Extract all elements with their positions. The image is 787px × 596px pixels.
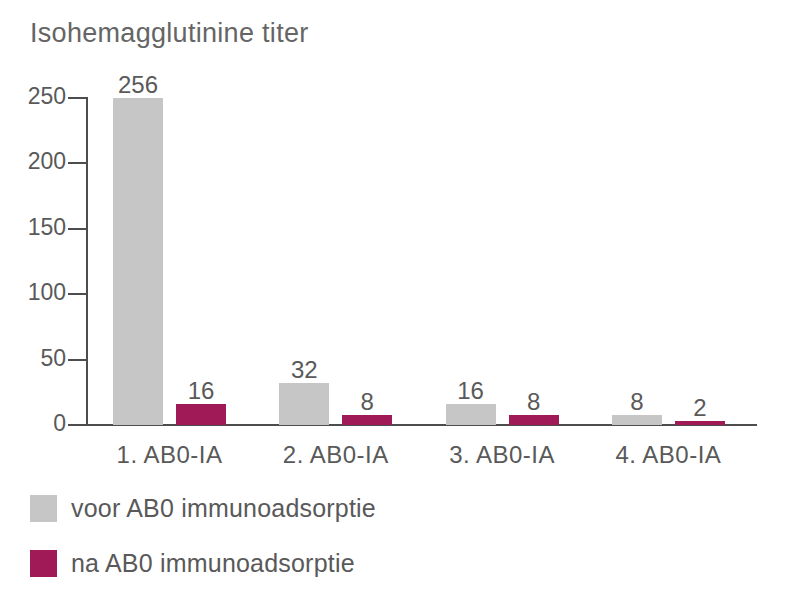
y-axis-tick-label: 50 bbox=[0, 345, 66, 372]
y-axis-tick-label: 150 bbox=[0, 214, 66, 241]
legend: voor AB0 immunoadsorptie na AB0 immunoad… bbox=[30, 494, 376, 578]
bar-na bbox=[509, 415, 559, 425]
x-axis-label: 4. AB0-IA bbox=[578, 441, 758, 469]
y-axis-tick-label: 200 bbox=[0, 148, 66, 175]
y-axis-tick-label: 100 bbox=[0, 279, 66, 306]
y-axis-tick bbox=[68, 293, 86, 295]
legend-item-na: na AB0 immunoadsorptie bbox=[30, 549, 376, 578]
bar-voor bbox=[113, 98, 163, 425]
legend-label-na: na AB0 immunoadsorptie bbox=[71, 549, 355, 578]
y-axis-tick bbox=[68, 359, 86, 361]
bar-value-label: 8 bbox=[327, 388, 407, 416]
bar-value-label: 32 bbox=[264, 356, 344, 384]
legend-swatch-na bbox=[30, 550, 57, 577]
bar-na bbox=[342, 415, 392, 425]
bar-value-label: 256 bbox=[98, 71, 178, 99]
y-axis-tick-label: 250 bbox=[0, 83, 66, 110]
y-axis-tick bbox=[68, 162, 86, 164]
legend-swatch-voor bbox=[30, 495, 57, 522]
legend-label-voor: voor AB0 immunoadsorptie bbox=[71, 494, 376, 523]
y-axis-tick bbox=[68, 97, 86, 99]
x-axis-label: 3. AB0-IA bbox=[412, 441, 592, 469]
bar-value-label: 2 bbox=[660, 394, 740, 422]
x-axis-label: 1. AB0-IA bbox=[80, 441, 260, 469]
bar-value-label: 16 bbox=[161, 377, 241, 405]
legend-item-voor: voor AB0 immunoadsorptie bbox=[30, 494, 376, 523]
x-axis-label: 2. AB0-IA bbox=[246, 441, 426, 469]
y-axis-tick bbox=[68, 228, 86, 230]
bar-na bbox=[176, 404, 226, 425]
bar-voor bbox=[279, 383, 329, 425]
bar-value-label: 8 bbox=[494, 388, 574, 416]
bar-voor bbox=[446, 404, 496, 425]
chart: Isohemagglutinine titer 0501001502002502… bbox=[0, 0, 787, 596]
bar-voor bbox=[612, 415, 662, 425]
y-axis-tick-label: 0 bbox=[0, 410, 66, 437]
y-axis-line bbox=[86, 97, 88, 426]
